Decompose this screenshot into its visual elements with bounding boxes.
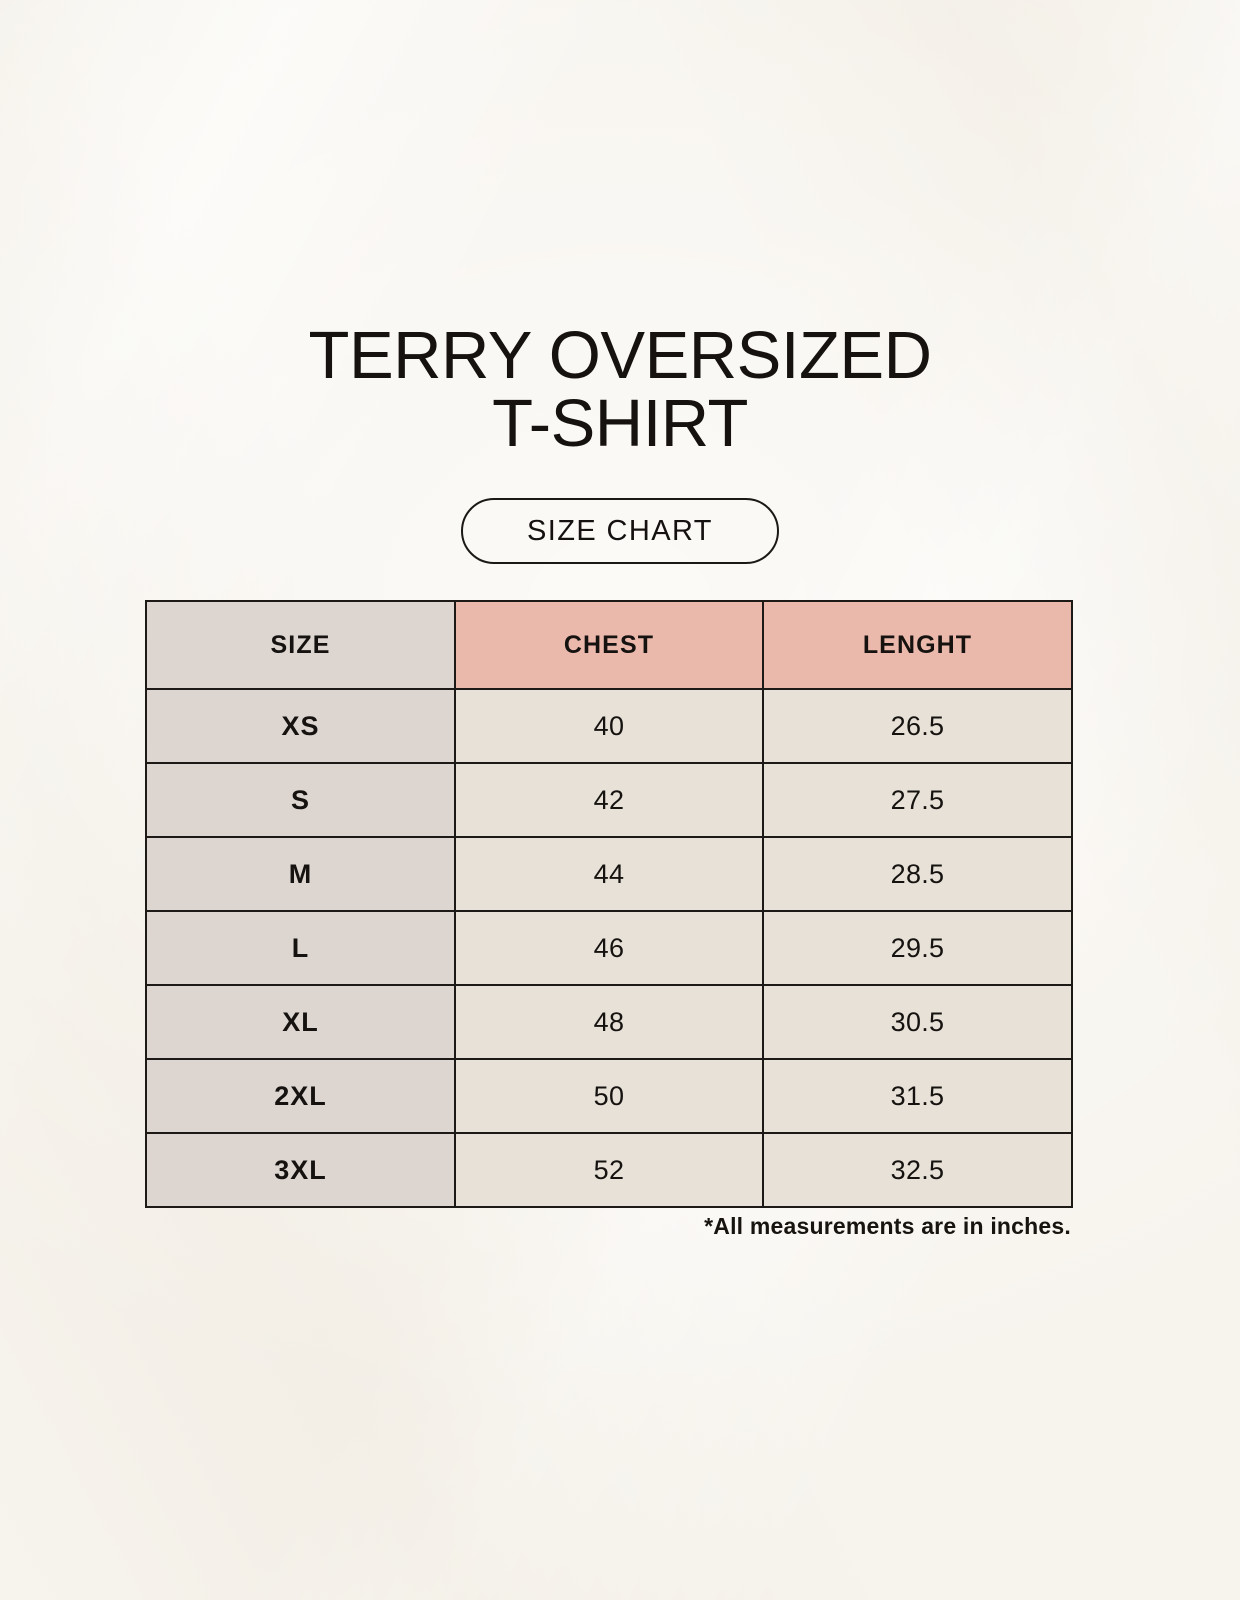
cell-chest: 44 <box>454 836 764 912</box>
cell-chest: 50 <box>454 1058 764 1134</box>
cell-size: XL <box>145 984 456 1060</box>
table-row: M 44 28.5 <box>145 836 1073 912</box>
column-header-length: LENGHT <box>762 600 1073 690</box>
page-title-line-2: T-SHIRT <box>492 386 748 461</box>
page-title: TERRY OVERSIZED T-SHIRT <box>0 322 1240 458</box>
table-header-row: SIZE CHEST LENGHT <box>145 600 1073 690</box>
cell-chest: 48 <box>454 984 764 1060</box>
size-chart-badge-row: SIZE CHART <box>0 498 1240 564</box>
cell-size: XS <box>145 688 456 764</box>
column-header-size: SIZE <box>145 600 456 690</box>
cell-size: S <box>145 762 456 838</box>
cell-chest: 40 <box>454 688 764 764</box>
measurement-units-footnote: *All measurements are in inches. <box>704 1213 1071 1239</box>
table-row: 3XL 52 32.5 <box>145 1132 1073 1208</box>
table-row: L 46 29.5 <box>145 910 1073 986</box>
cell-size: L <box>145 910 456 986</box>
cell-length: 29.5 <box>762 910 1073 986</box>
cell-length: 26.5 <box>762 688 1073 764</box>
size-chart-badge: SIZE CHART <box>461 498 779 564</box>
cell-length: 30.5 <box>762 984 1073 1060</box>
size-chart-table-wrapper: SIZE CHEST LENGHT XS 40 26.5 S 42 27.5 M <box>145 600 1073 1208</box>
column-header-chest: CHEST <box>454 600 764 690</box>
size-chart-table: SIZE CHEST LENGHT XS 40 26.5 S 42 27.5 M <box>145 600 1073 1208</box>
table-body: XS 40 26.5 S 42 27.5 M 44 28.5 L 46 <box>145 688 1073 1208</box>
table-row: XS 40 26.5 <box>145 688 1073 764</box>
page-title-line-1: TERRY OVERSIZED <box>308 318 932 393</box>
cell-chest: 46 <box>454 910 764 986</box>
table-header: SIZE CHEST LENGHT <box>145 600 1073 690</box>
cell-length: 27.5 <box>762 762 1073 838</box>
table-row: 2XL 50 31.5 <box>145 1058 1073 1134</box>
cell-size: 3XL <box>145 1132 456 1208</box>
table-row: S 42 27.5 <box>145 762 1073 838</box>
cell-chest: 52 <box>454 1132 764 1208</box>
cell-length: 31.5 <box>762 1058 1073 1134</box>
cell-length: 32.5 <box>762 1132 1073 1208</box>
cell-chest: 42 <box>454 762 764 838</box>
cell-length: 28.5 <box>762 836 1073 912</box>
table-row: XL 48 30.5 <box>145 984 1073 1060</box>
cell-size: M <box>145 836 456 912</box>
cell-size: 2XL <box>145 1058 456 1134</box>
